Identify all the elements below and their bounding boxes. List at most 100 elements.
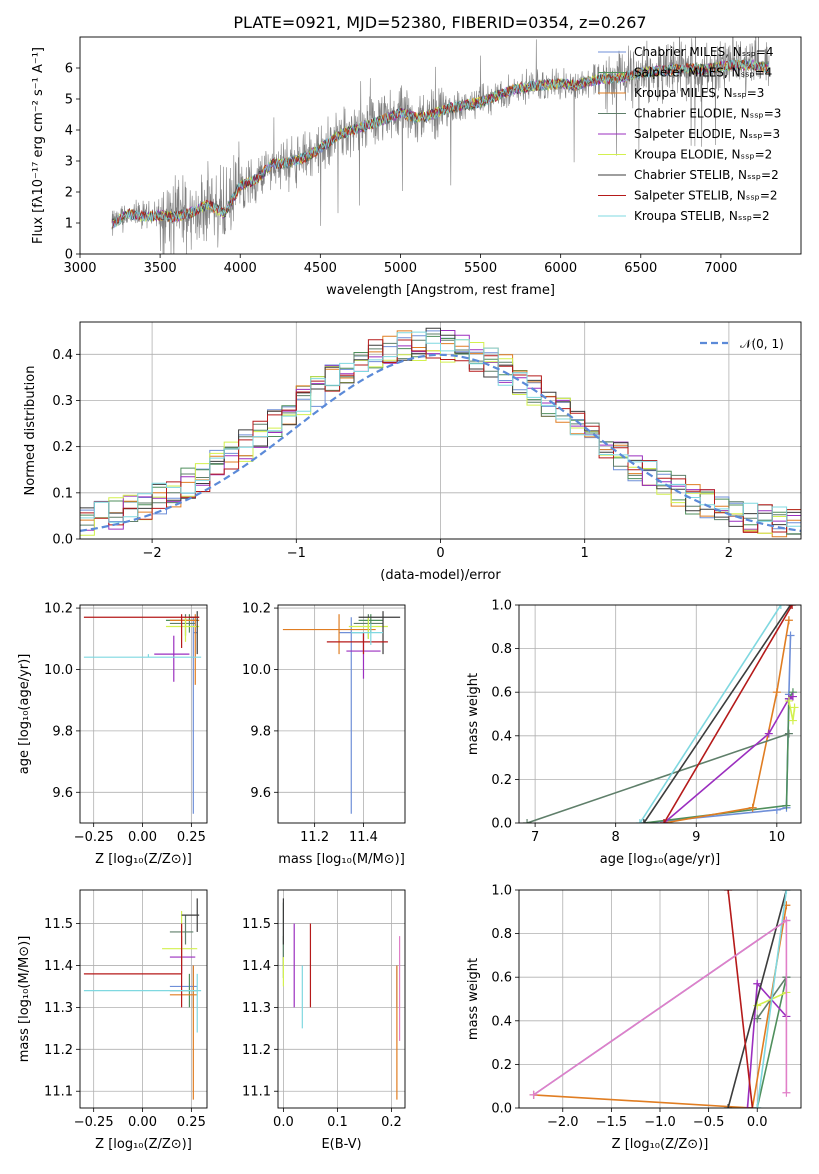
y-tick-label: 2: [65, 186, 73, 201]
panel-mass-vs-Z: −0.25 0.00 0.25 11.1 11.2 11.3 11.4 11.5 Z [log₁…: [17, 889, 208, 1152]
series-line: [727, 890, 754, 1108]
series-marker: [523, 819, 532, 823]
y-tick-label: 11.4: [44, 959, 73, 974]
panel-age-vs-mass: 11.2 11.4 9.6 9.8 10.0 10.2 mass [log₁₀(M/M⊙)]: [242, 602, 406, 867]
series-line: [663, 605, 793, 823]
x-tick-label: 0.25: [177, 1115, 206, 1130]
x-tick-label: 0.25: [177, 830, 206, 845]
x-tick-label: 0: [436, 546, 444, 561]
point-salpeter-stelib: [83, 923, 183, 1008]
series-line: [788, 700, 796, 721]
x-tick-label: 8: [612, 830, 620, 845]
histogram-kroupa-elodie: [80, 339, 801, 536]
legend-entry-chabrier-elodie: Chabrier ELODIE, Nₛₛₚ=3: [634, 107, 781, 121]
series-marker: [753, 1001, 762, 1010]
axes-frame: [79, 36, 802, 255]
series-marker: [639, 819, 648, 823]
axes-frame: [518, 604, 802, 824]
series-marker: [764, 729, 773, 738]
axes-frame: [79, 321, 802, 540]
y-tick-label: 11.5: [242, 917, 271, 932]
series-marker: [724, 890, 733, 894]
x-tick-label: 0.1: [327, 1115, 348, 1130]
series-kroupa-stelib: [635, 605, 785, 823]
panel-residuals: −2 −1 0 1 2 0.0 0.1 0.2 0.3 0.4 (data-model)/error…: [23, 321, 802, 583]
y-tick-label: 1.0: [491, 884, 512, 899]
axes-frame: [518, 889, 802, 1109]
series-kroupa-stelib: [753, 890, 791, 1108]
x-tick-label: 5000: [384, 261, 417, 276]
y-tick-label: 11.3: [242, 1001, 271, 1016]
series-marker: [784, 696, 793, 705]
y-tick-label: 9.8: [52, 724, 73, 739]
x-tick-label: 11.2: [300, 830, 329, 845]
plot-area-mass-weight-vs-Z: [529, 890, 791, 1108]
legend-entry-chabrier-miles: Chabrier MILES, Nₛₛₚ=4: [634, 45, 774, 59]
y-tick-label: 9.6: [52, 786, 73, 801]
y-tick-label: 10.2: [242, 602, 271, 617]
series-marker: [743, 1104, 752, 1108]
series-marker: [790, 703, 799, 712]
y-tick-label: 0.4: [491, 729, 512, 744]
x-axis-label: Z [log₁₀(Z/Z⊙)]: [95, 852, 192, 867]
y-tick-label: 6: [65, 62, 73, 77]
plot-area-mass-vs-ebv: [282, 898, 401, 1100]
series-marker: [748, 1104, 757, 1108]
series-marker: [660, 819, 669, 823]
y-tick-label: 11.2: [242, 1043, 271, 1058]
axes-frame: [79, 604, 208, 824]
y-tick-label: 1.0: [491, 599, 512, 614]
y-tick-label: 0.2: [52, 440, 73, 455]
plot-area-residuals: [80, 327, 801, 538]
y-tick-label: 0.0: [52, 533, 73, 548]
point-kroupa-stelib: [351, 623, 384, 645]
x-axis-label: (data-model)/error: [380, 568, 501, 583]
series-line: [663, 695, 794, 823]
plot-area-age-vs-Z: [83, 611, 202, 814]
y-axis-label: Flux [fλ10⁻¹⁷ erg cm⁻² s⁻¹ A⁻¹]: [31, 47, 46, 244]
series-marker: [776, 605, 785, 609]
histogram-salpeter-stelib: [80, 339, 801, 533]
x-tick-label: 4000: [224, 261, 257, 276]
x-tick-label: 0.00: [128, 830, 157, 845]
y-axis-label: Normed distribution: [23, 366, 38, 496]
panel-age-vs-Z: −0.25 0.00 0.25 9.6 9.8 10.0 10.2 Z [log₁₀(Z/Z⊙…: [17, 602, 208, 867]
y-tick-label: 11.1: [242, 1085, 271, 1100]
x-tick-label: 0.0: [273, 1115, 294, 1130]
panel-mass-vs-ebv: 0.0 0.1 0.2 11.1 11.2 11.3 11.4 11.5 E(B-V): [242, 889, 406, 1152]
y-tick-label: 0: [65, 248, 73, 263]
series-marker: [782, 916, 791, 925]
legend-entry-chabrier-stelib: Chabrier STELIB, Nₛₛₚ=2: [634, 168, 779, 182]
x-tick-label: 3500: [144, 261, 177, 276]
series-line: [756, 977, 788, 1108]
figure-title: PLATE=0921, MJD=52380, FIBERID=0354, z=0…: [233, 13, 646, 32]
plot-area-spectrum: [111, 37, 770, 254]
histogram-salpeter-elodie: [80, 330, 801, 531]
series-salpeter-stelib: [660, 605, 797, 823]
series-marker: [784, 616, 793, 625]
x-axis-label: Z [log₁₀(Z/Z⊙)]: [612, 1137, 709, 1152]
x-tick-label: −0.25: [74, 830, 114, 845]
x-tick-label: 3000: [63, 261, 96, 276]
point-chabrier-miles: [339, 617, 364, 814]
point-salpeter-stelib: [83, 614, 200, 648]
series-marker: [748, 803, 757, 812]
legend-entry-kroupa-miles: Kroupa MILES, Nₛₛₚ=3: [634, 86, 764, 100]
y-tick-label: 9.6: [250, 786, 271, 801]
y-tick-label: 10.2: [44, 602, 73, 617]
spectrum-legend: Chabrier MILES, Nₛₛₚ=4 Salpeter MILES, Nₛ…: [598, 45, 781, 223]
point-kroupa-miles: [282, 614, 376, 655]
y-tick-label: 11.5: [44, 917, 73, 932]
series-marker: [635, 819, 644, 823]
x-axis-label: Z [log₁₀(Z/Z⊙)]: [95, 1137, 192, 1152]
x-tick-label: 10: [769, 830, 786, 845]
series-marker: [782, 1088, 791, 1097]
y-tick-label: 11.3: [44, 1001, 73, 1016]
point-kroupa-miles: [169, 965, 198, 1100]
x-tick-label: 6000: [544, 261, 577, 276]
panel-mass-weight-vs-age: 7 8 9 10 0.0 0.2 0.4 0.6 0.8 1.0 age [log₁₀(age/yr…: [466, 599, 802, 867]
point-kroupa-elodie: [348, 617, 388, 639]
x-tick-label: 5500: [464, 261, 497, 276]
point-kroupa-stelib: [83, 654, 202, 658]
x-tick-label: 9: [692, 830, 700, 845]
